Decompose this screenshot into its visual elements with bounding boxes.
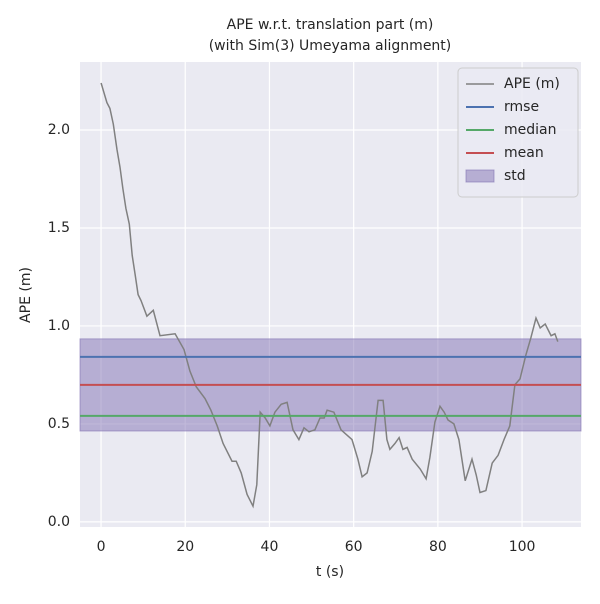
chart-subtitle: (with Sim(3) Umeyama alignment)	[209, 38, 452, 54]
x-tick-label: 60	[345, 539, 363, 555]
y-tick-label: 1.5	[48, 220, 70, 236]
legend-box	[457, 67, 579, 198]
legend-label: mean	[504, 145, 544, 161]
chart-title: APE w.r.t. translation part (m)	[227, 17, 434, 33]
x-tick-label: 40	[261, 539, 279, 555]
y-tick-label: 1.0	[48, 318, 70, 334]
y-tick-label: 2.0	[48, 122, 70, 138]
y-tick-label: 0.5	[48, 416, 70, 432]
ape-line	[100, 82, 559, 509]
y-axis-label: APE (m)	[18, 267, 34, 323]
legend-label: APE (m)	[504, 76, 560, 92]
legend-label: rmse	[504, 99, 539, 115]
x-tick-label: 0	[97, 539, 106, 555]
x-tick-label: 20	[176, 539, 194, 555]
y-tick-label: 0.0	[48, 514, 70, 530]
legend-swatch	[465, 169, 495, 183]
legend-label: std	[504, 168, 526, 184]
x-axis-label: t (s)	[316, 564, 344, 580]
x-tick-label: 80	[429, 539, 447, 555]
legend-label: median	[504, 122, 556, 138]
x-tick-label: 100	[509, 539, 536, 555]
